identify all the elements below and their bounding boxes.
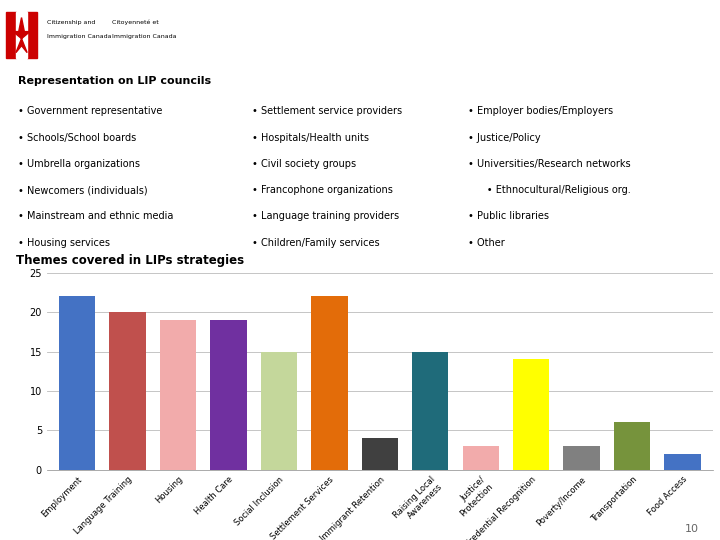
Text: • Hospitals/Health units: • Hospitals/Health units	[252, 133, 369, 143]
Text: 10: 10	[685, 524, 698, 534]
Bar	[261, 352, 297, 470]
Polygon shape	[13, 17, 30, 52]
Text: • Francophone organizations: • Francophone organizations	[252, 185, 392, 195]
Bar	[564, 446, 600, 470]
Text: • Other: • Other	[468, 238, 505, 247]
Text: • Housing services: • Housing services	[18, 238, 109, 247]
Text: Immigration Canada: Immigration Canada	[112, 33, 177, 39]
Text: • Newcomers (individuals): • Newcomers (individuals)	[18, 185, 148, 195]
Text: • Schools/School boards: • Schools/School boards	[18, 133, 136, 143]
Text: • Justice/Policy: • Justice/Policy	[468, 133, 541, 143]
Bar	[160, 320, 196, 470]
Bar	[59, 296, 95, 470]
Bar	[210, 320, 247, 470]
Bar	[665, 454, 701, 470]
Text: • Settlement service providers: • Settlement service providers	[252, 106, 402, 117]
Bar	[27, 12, 37, 58]
Bar	[462, 446, 499, 470]
Bar	[109, 312, 145, 470]
Text: • Ethnocultural/Religious org.: • Ethnocultural/Religious org.	[468, 185, 631, 195]
Text: • Universities/Research networks: • Universities/Research networks	[468, 159, 631, 169]
Text: Scope of engagement: Scope of engagement	[447, 31, 704, 51]
Bar	[311, 296, 348, 470]
Text: • Children/Family services: • Children/Family services	[252, 238, 379, 247]
Text: Themes covered in LIPs strategies: Themes covered in LIPs strategies	[16, 254, 244, 267]
Text: • Employer bodies/Employers: • Employer bodies/Employers	[468, 106, 613, 117]
Text: • Language training providers: • Language training providers	[252, 211, 399, 221]
Bar	[614, 422, 650, 470]
Bar	[361, 438, 398, 470]
Text: • Mainstream and ethnic media: • Mainstream and ethnic media	[18, 211, 173, 221]
Text: Immigration Canada: Immigration Canada	[47, 33, 112, 39]
Text: Representation on LIP councils: Representation on LIP councils	[18, 76, 211, 86]
Text: • Public libraries: • Public libraries	[468, 211, 549, 221]
Text: Citoyenneté et: Citoyenneté et	[112, 19, 159, 25]
Text: Citizenship and: Citizenship and	[47, 19, 95, 25]
Text: • Civil society groups: • Civil society groups	[252, 159, 356, 169]
Bar	[513, 360, 549, 470]
Bar	[412, 352, 449, 470]
Text: • Government representative: • Government representative	[18, 106, 162, 117]
Bar	[16, 12, 27, 58]
Bar	[6, 12, 16, 58]
Text: • Umbrella organizations: • Umbrella organizations	[18, 159, 140, 169]
